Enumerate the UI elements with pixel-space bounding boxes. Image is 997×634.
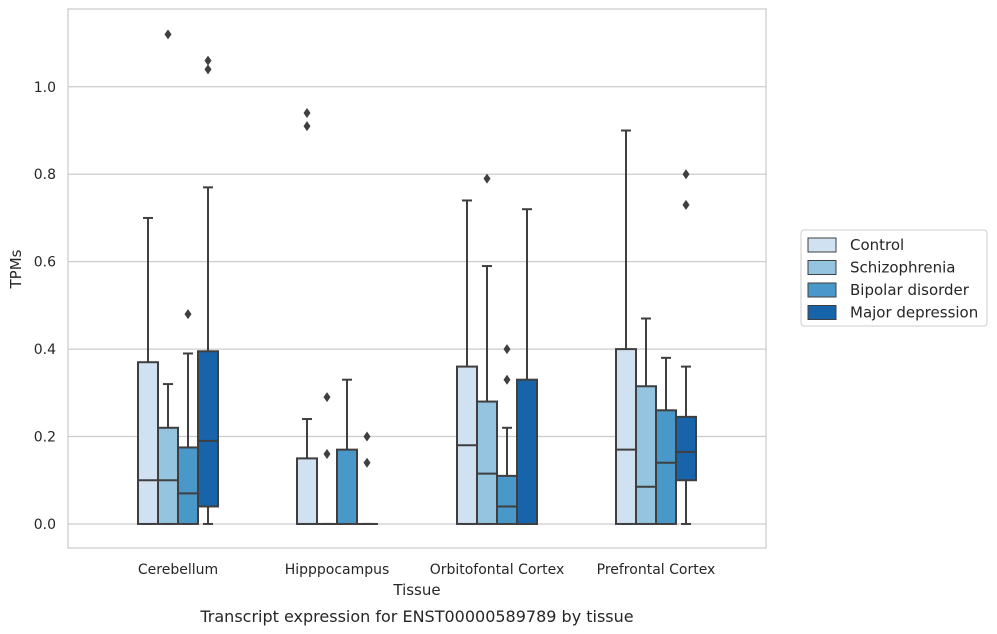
y-tick-label: 0.0	[34, 517, 56, 533]
outlier-point	[483, 173, 491, 184]
outlier-point	[184, 309, 192, 320]
outlier-point	[303, 108, 311, 119]
box-body	[516, 378, 538, 525]
box-body	[675, 415, 697, 482]
legend-swatch	[807, 305, 837, 320]
box-control	[296, 108, 318, 525]
outlier-point	[323, 392, 331, 403]
outlier-point	[682, 199, 690, 210]
box-body	[137, 361, 159, 525]
outlier-point	[503, 374, 511, 385]
outlier-point	[503, 344, 511, 355]
outlier-point	[363, 431, 371, 442]
legend-swatch	[807, 260, 837, 275]
figure-caption: Transcript expression for ENST0000058978…	[199, 607, 633, 626]
box-major-depression	[197, 55, 219, 525]
legend-label: Bipolar disorder	[850, 281, 970, 299]
box-control	[456, 199, 478, 525]
y-tick-label: 1.0	[34, 80, 56, 96]
y-tick-label: 0.4	[34, 342, 56, 358]
box-body	[296, 457, 318, 525]
box-bipolar-disorder	[655, 356, 677, 525]
box-body	[157, 426, 179, 525]
x-tick-label: Prefrontal Cortex	[597, 562, 716, 578]
y-axis-title: TPMs	[7, 249, 25, 289]
y-tick-label: 0.6	[34, 255, 56, 271]
outlier-point	[363, 457, 371, 468]
box-schizophrenia	[476, 173, 498, 525]
box-major-depression	[516, 208, 538, 525]
box-body	[496, 474, 518, 525]
outlier-point	[303, 121, 311, 132]
box-body	[476, 400, 498, 525]
x-axis-title: Tissue	[392, 581, 440, 599]
legend-label: Schizophrenia	[850, 259, 955, 277]
legend-swatch	[807, 282, 837, 298]
outlier-point	[164, 29, 172, 40]
box-major-depression	[356, 431, 378, 525]
box-body	[197, 350, 219, 508]
outlier-point	[204, 55, 212, 66]
legend-frame	[800, 229, 988, 327]
box-body	[615, 348, 637, 525]
box-layer	[137, 29, 697, 525]
box-control	[615, 129, 637, 525]
legend-label: Major depression	[850, 304, 978, 322]
box-body	[177, 446, 199, 525]
outlier-point	[323, 449, 331, 460]
x-tick-labels: Cerebellum Hipppocampus Orbitofontal Corte…	[138, 562, 715, 578]
x-tick-label: Orbitofontal Cortex	[430, 562, 565, 578]
y-tick-label: 0.2	[34, 430, 56, 446]
y-tick-label: 0.8	[34, 167, 56, 183]
outlier-point	[204, 64, 212, 75]
box-bipolar-disorder	[336, 378, 358, 525]
box-schizophrenia	[316, 392, 338, 525]
y-tick-labels: 0.0 0.2 0.4 0.6 0.8 1.0	[34, 80, 56, 533]
box-body	[635, 385, 657, 525]
legend-swatch	[807, 237, 837, 253]
x-tick-label: Hipppocampus	[285, 562, 390, 578]
box-major-depression	[675, 169, 697, 525]
legend-label: Control	[850, 236, 904, 254]
outlier-point	[682, 169, 690, 180]
box-body	[336, 448, 358, 525]
box-body	[655, 409, 677, 525]
x-tick-label: Cerebellum	[138, 562, 218, 578]
legend: Control Schizophrenia Bipolar disorder Majo…	[800, 229, 988, 327]
